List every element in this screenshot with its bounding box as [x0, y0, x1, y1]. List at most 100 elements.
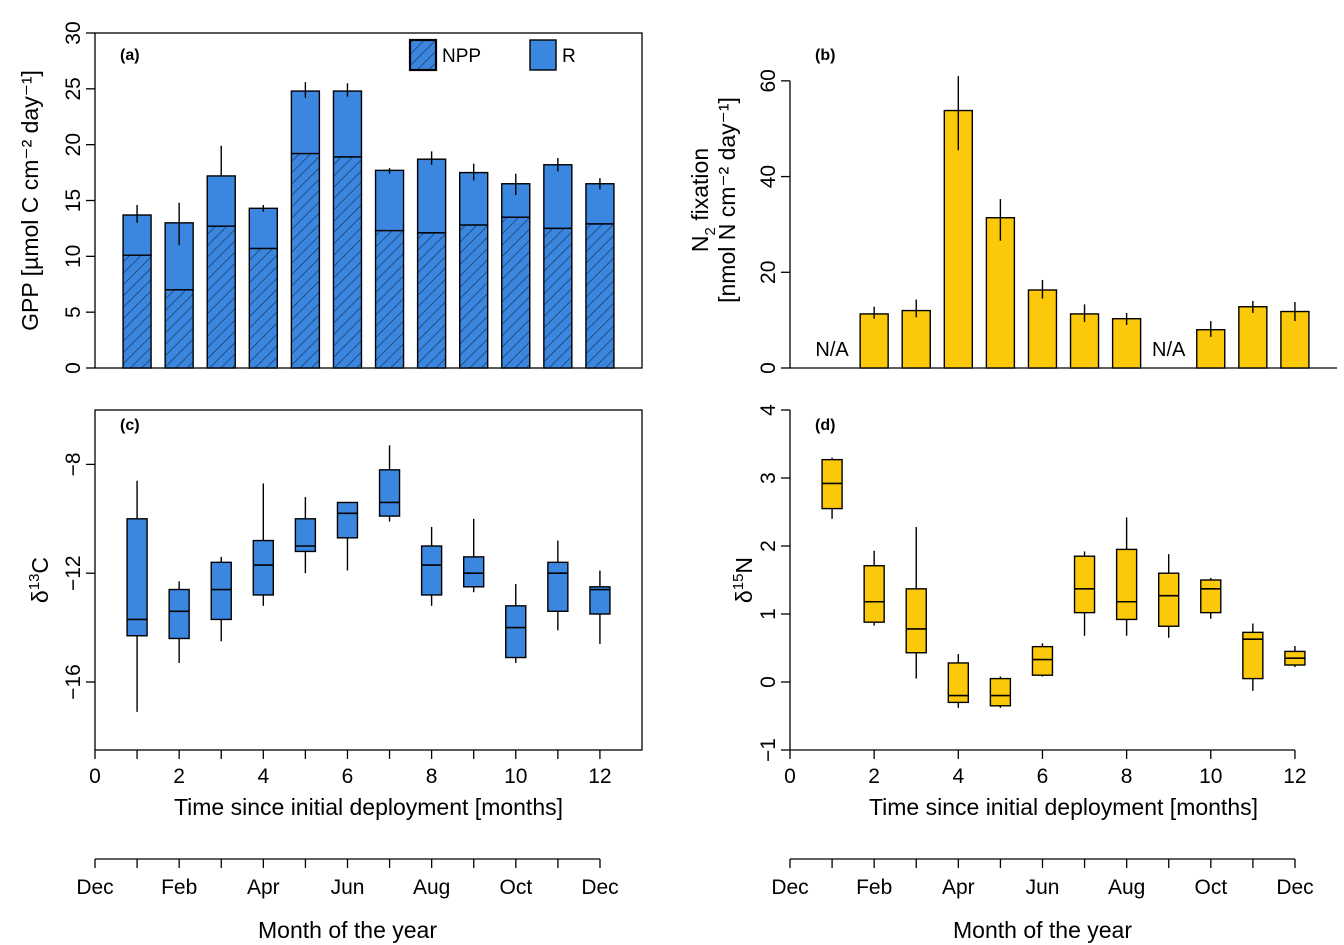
- box-iqr: [1200, 579, 1222, 614]
- month-axis-left-month-label: Dec: [76, 876, 113, 899]
- bar-r-segment: [543, 164, 573, 230]
- box-iqr: [863, 565, 885, 623]
- panel-d-y-tick-label: 1: [757, 608, 780, 620]
- panel-b-y-tick-label: 60: [757, 69, 780, 92]
- panel-b-y-title-sub: 2: [702, 227, 719, 235]
- box-iqr: [1242, 631, 1264, 680]
- box-iqr: [126, 518, 148, 637]
- bar-n2-fixation: [901, 309, 931, 369]
- panel-d-y-tick-label: −1: [757, 738, 780, 762]
- bar-n2-fixation: [1027, 289, 1058, 369]
- month-axis-right-month-label: Dec: [771, 876, 808, 899]
- bar-r-segment: [585, 183, 615, 225]
- month-axis-right-month-label: Aug: [1108, 876, 1145, 899]
- box-iqr: [1157, 572, 1180, 627]
- panel-c-x-tick-label: 6: [342, 765, 354, 788]
- panel-a-y-tick-label: 25: [62, 77, 85, 100]
- month-axis-left-month-label: Oct: [499, 876, 532, 899]
- bar-r-segment: [374, 169, 405, 232]
- bar-npp-segment: [248, 247, 279, 369]
- box-iqr: [294, 518, 317, 553]
- panel-b-label: (b): [815, 47, 835, 64]
- panel-c-y-title-delta: δ: [27, 590, 53, 603]
- bar-npp-segment: [416, 232, 447, 369]
- panel-d-x-axis-title: Time since initial deployment [months]: [869, 794, 1258, 820]
- panel-c-x-tick-label: 4: [257, 765, 269, 788]
- panel-c-y-title-sup: 13: [26, 574, 43, 591]
- bar-n2-fixation: [1238, 306, 1268, 369]
- panel-d-y-tick-label: 0: [757, 676, 780, 688]
- panel-d-x-tick-label: 10: [1199, 765, 1222, 788]
- box-iqr: [547, 561, 569, 612]
- box-iqr: [947, 662, 970, 704]
- bar-npp-segment: [501, 216, 531, 369]
- month-axis-right-month-label: Feb: [856, 876, 892, 899]
- panel-a-y-tick-label: 15: [62, 189, 85, 212]
- panel-b-y-title-rest: fixation: [687, 148, 713, 227]
- bar-n2-fixation: [1111, 318, 1142, 369]
- month-axis-left-month-label: Aug: [413, 876, 450, 899]
- panel-d-x-tick-label: 12: [1283, 765, 1306, 788]
- month-axis-left: Dec Feb Apr Jun Aug Oct Dec Month of the year: [76, 858, 619, 943]
- panel-a-label: (a): [120, 47, 140, 64]
- month-axis-left-month-label: Feb: [161, 876, 197, 899]
- panel-c-y-axis-title: δ13C: [26, 557, 53, 603]
- box-iqr: [252, 539, 275, 596]
- month-axis-right-month-label: Oct: [1194, 876, 1227, 899]
- panel-a-y-axis-title: GPP [µmol C cm⁻² day⁻¹]: [17, 70, 43, 331]
- panel-a-gpp-bar-chart: 0 5 10 15 20 25 30 GPP [µmol C cm⁻² day⁻¹] NPP R (…: [17, 21, 643, 374]
- bar-n2-fixation: [985, 217, 1016, 369]
- bar-r-segment: [248, 207, 279, 250]
- panel-c-y-tick-label: −16: [62, 664, 85, 700]
- panel-d-y-title-sup: 15: [730, 574, 747, 591]
- na-label: N/A: [1152, 339, 1186, 361]
- bar-npp-segment: [374, 229, 405, 369]
- panel-d-y-tick-label: 3: [757, 472, 780, 484]
- panel-b-y-axis-title-line1: N2 fixation: [687, 148, 719, 252]
- box-iqr: [505, 605, 527, 659]
- panel-a-y-tick-label: 10: [62, 245, 85, 268]
- panel-b-y-title-n: N: [687, 235, 713, 252]
- box-iqr: [378, 469, 401, 517]
- panel-d-x-tick-label: 8: [1121, 765, 1133, 788]
- panel-d-y-title-elem: N: [731, 557, 757, 574]
- box-iqr: [1073, 555, 1096, 614]
- panel-d-y-tick-label: 2: [757, 540, 780, 552]
- legend-npp-swatch: [408, 38, 438, 72]
- bar-npp-segment: [458, 224, 489, 369]
- panel-d-y-axis-title: δ15N: [730, 557, 757, 603]
- panel-c-y-title-elem: C: [27, 557, 53, 574]
- bar-n2-fixation: [1069, 313, 1100, 369]
- box-iqr: [989, 677, 1012, 707]
- panel-c-x-tick-label: 12: [588, 765, 611, 788]
- panel-c-x-tick-label: 2: [173, 765, 185, 788]
- panel-c-y-tick-label: −8: [62, 452, 85, 476]
- month-axis-left-month-label: Apr: [247, 876, 280, 899]
- box-iqr: [905, 588, 927, 654]
- box-iqr: [1115, 548, 1138, 621]
- na-label: N/A: [815, 339, 849, 361]
- panel-b-y-axis-title-line2: [nmol N cm⁻² day⁻¹]: [714, 97, 740, 303]
- box-iqr: [336, 501, 359, 539]
- bar-npp-segment: [206, 225, 236, 369]
- panel-b-y-tick-label: 0: [757, 362, 780, 374]
- box-iqr: [420, 545, 443, 596]
- bar-npp-segment: [122, 254, 152, 369]
- panel-a-y-tick-label: 0: [62, 362, 85, 374]
- month-axis-right-month-label: Jun: [1026, 876, 1060, 899]
- panel-d-y-tick-label: 4: [757, 404, 780, 416]
- panel-c-frame: [94, 409, 643, 751]
- box-iqr: [1031, 645, 1054, 676]
- bar-r-segment: [206, 175, 236, 227]
- month-axis-right-month-label: Dec: [1276, 876, 1313, 899]
- panel-c-x-tick-label: 10: [504, 765, 527, 788]
- bar-npp-segment: [290, 152, 321, 369]
- panel-c-x-tick-label: 0: [89, 765, 101, 788]
- box-iqr: [168, 588, 190, 640]
- panel-c-y-tick-label: −12: [62, 555, 85, 591]
- panel-d-x-tick-label: 4: [952, 765, 964, 788]
- legend-r-swatch: [529, 39, 557, 71]
- panel-a-y-tick-label: 20: [62, 133, 85, 156]
- bar-n2-fixation: [943, 109, 974, 369]
- bar-npp-segment: [332, 156, 363, 369]
